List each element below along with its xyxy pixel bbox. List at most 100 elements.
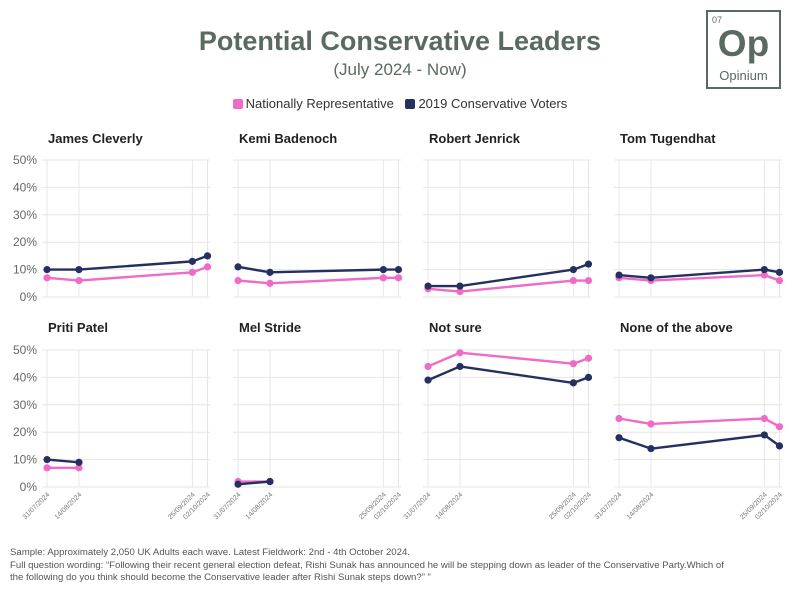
- legend-label: 2019 Conservative Voters: [418, 96, 568, 111]
- data-point-nationally-representative: [569, 276, 577, 285]
- legend-swatch-conservative-voters: [405, 99, 416, 109]
- legend-item-nationally-representative: Nationally Representative: [232, 96, 394, 111]
- x-tick-label: 14/08/2024: [626, 491, 656, 521]
- panel-kemi-badenoch: Kemi Badenoch: [233, 131, 403, 298]
- data-point-conservative-voters: [615, 271, 623, 279]
- logo-symbol: Op: [717, 23, 770, 64]
- data-point-conservative-voters: [266, 477, 274, 486]
- legend-item-conservative-voters: 2019 Conservative Voters: [405, 96, 567, 111]
- panel-robert-jenrick: Robert Jenrick: [423, 131, 593, 298]
- data-point-conservative-voters: [569, 379, 577, 387]
- y-tick-label: 30%: [13, 208, 37, 222]
- x-tick-label: 14/08/2024: [54, 491, 84, 521]
- series-line-conservative-voters: [237, 480, 271, 486]
- series-line-nationally-representative: [618, 417, 781, 428]
- panel-title: Kemi Badenoch: [239, 131, 337, 146]
- data-point-conservative-voters: [584, 260, 593, 268]
- series-line-conservative-voters: [618, 268, 780, 280]
- data-point-nationally-representative: [43, 274, 51, 282]
- panel-title: Tom Tugendhat: [620, 131, 716, 146]
- data-point-conservative-voters: [394, 266, 403, 274]
- y-tick-label: 30%: [13, 398, 37, 412]
- series-line-nationally-representative: [237, 276, 399, 285]
- series-line-nationally-representative: [618, 273, 780, 282]
- panel-title: Mel Stride: [239, 320, 301, 335]
- data-point-conservative-voters: [584, 373, 593, 381]
- data-point-conservative-voters: [379, 266, 387, 274]
- data-point-conservative-voters: [266, 268, 274, 276]
- x-tick-label: 31/07/2024: [403, 491, 433, 521]
- x-tick-label: 14/08/2024: [245, 491, 275, 521]
- panel-title: James Cleverly: [48, 131, 143, 146]
- footer-wording: Full question wording: “Following their …: [10, 559, 724, 571]
- panel-title: Robert Jenrick: [429, 131, 521, 146]
- data-point-nationally-representative: [760, 271, 768, 279]
- data-point-nationally-representative: [394, 274, 403, 282]
- panel-title: Priti Patel: [48, 320, 108, 335]
- logo-number: 07: [712, 15, 723, 25]
- chart-subtitle: (July 2024 - Now): [333, 60, 467, 79]
- series-line-conservative-voters: [618, 433, 781, 450]
- y-tick-label: 40%: [13, 180, 37, 194]
- y-tick-label: 50%: [13, 153, 37, 167]
- y-tick-label: 40%: [13, 370, 37, 384]
- data-point-nationally-representative: [75, 464, 83, 472]
- data-point-nationally-representative: [775, 276, 784, 285]
- data-point-conservative-voters: [569, 266, 577, 274]
- data-point-nationally-representative: [584, 354, 593, 362]
- series-line-nationally-representative: [427, 351, 589, 368]
- y-tick-label: 0%: [20, 290, 38, 304]
- panel-title: Not sure: [429, 320, 482, 335]
- data-point-nationally-representative: [615, 414, 623, 423]
- y-tick-label: 0%: [20, 480, 38, 494]
- y-tick-label: 20%: [13, 425, 37, 439]
- data-point-conservative-voters: [234, 480, 242, 488]
- data-point-conservative-voters: [760, 431, 768, 439]
- panel-tom-tugendhat: Tom Tugendhat: [614, 131, 784, 298]
- x-tick-label: 31/07/2024: [213, 491, 243, 521]
- data-point-nationally-representative: [43, 464, 51, 472]
- data-point-conservative-voters: [424, 376, 432, 384]
- data-point-conservative-voters: [456, 362, 464, 371]
- y-tick-label: 20%: [13, 235, 37, 249]
- panel-james-cleverly: James Cleverly 0% 10% 20% 30% 40% 50%: [13, 131, 212, 304]
- data-point-conservative-voters: [775, 442, 784, 450]
- legend-swatch-nationally-representative: [232, 99, 243, 109]
- data-point-conservative-voters: [615, 434, 623, 442]
- data-point-conservative-voters: [760, 266, 768, 274]
- data-point-nationally-representative: [456, 349, 464, 357]
- data-point-nationally-representative: [188, 268, 196, 276]
- data-point-nationally-representative: [647, 420, 655, 428]
- series-line-nationally-representative: [46, 265, 208, 282]
- panel-title: None of the above: [620, 320, 733, 335]
- footer-sample: Sample: Approximately 2,050 UK Adults ea…: [10, 547, 410, 558]
- data-point-nationally-representative: [379, 274, 387, 282]
- series-line-conservative-voters: [427, 365, 589, 385]
- data-point-nationally-representative: [424, 362, 432, 371]
- series-line-conservative-voters: [46, 458, 80, 464]
- data-point-conservative-voters: [424, 282, 432, 290]
- series-line-conservative-voters: [428, 262, 589, 288]
- y-tick-label: 10%: [13, 263, 37, 277]
- data-point-nationally-representative: [266, 279, 274, 287]
- data-point-nationally-representative: [569, 360, 577, 368]
- panel-priti-patel: Priti Patel 0% 10% 20% 30% 40% 50% 31/07/2024 14…: [13, 320, 212, 521]
- series-line-conservative-voters: [237, 265, 399, 274]
- x-tick-label: 31/07/2024: [594, 491, 624, 521]
- data-point-conservative-voters: [75, 458, 83, 466]
- series-line-nationally-representative: [427, 279, 589, 293]
- opinium-logo: 07 Op Opinium: [706, 10, 781, 89]
- data-point-nationally-representative: [75, 276, 83, 285]
- data-point-conservative-voters: [188, 257, 196, 265]
- small-multiples-chart: James Cleverly 0% 10% 20% 30% 40% 50% Kemi Bade…: [13, 131, 784, 521]
- chart-title: Potential Conservative Leaders: [198, 26, 602, 56]
- legend-label: Nationally Representative: [245, 96, 394, 111]
- data-point-conservative-voters: [203, 252, 212, 260]
- data-point-conservative-voters: [75, 266, 83, 274]
- data-point-conservative-voters: [647, 274, 655, 282]
- data-point-conservative-voters: [647, 445, 655, 453]
- data-point-conservative-voters: [43, 266, 51, 274]
